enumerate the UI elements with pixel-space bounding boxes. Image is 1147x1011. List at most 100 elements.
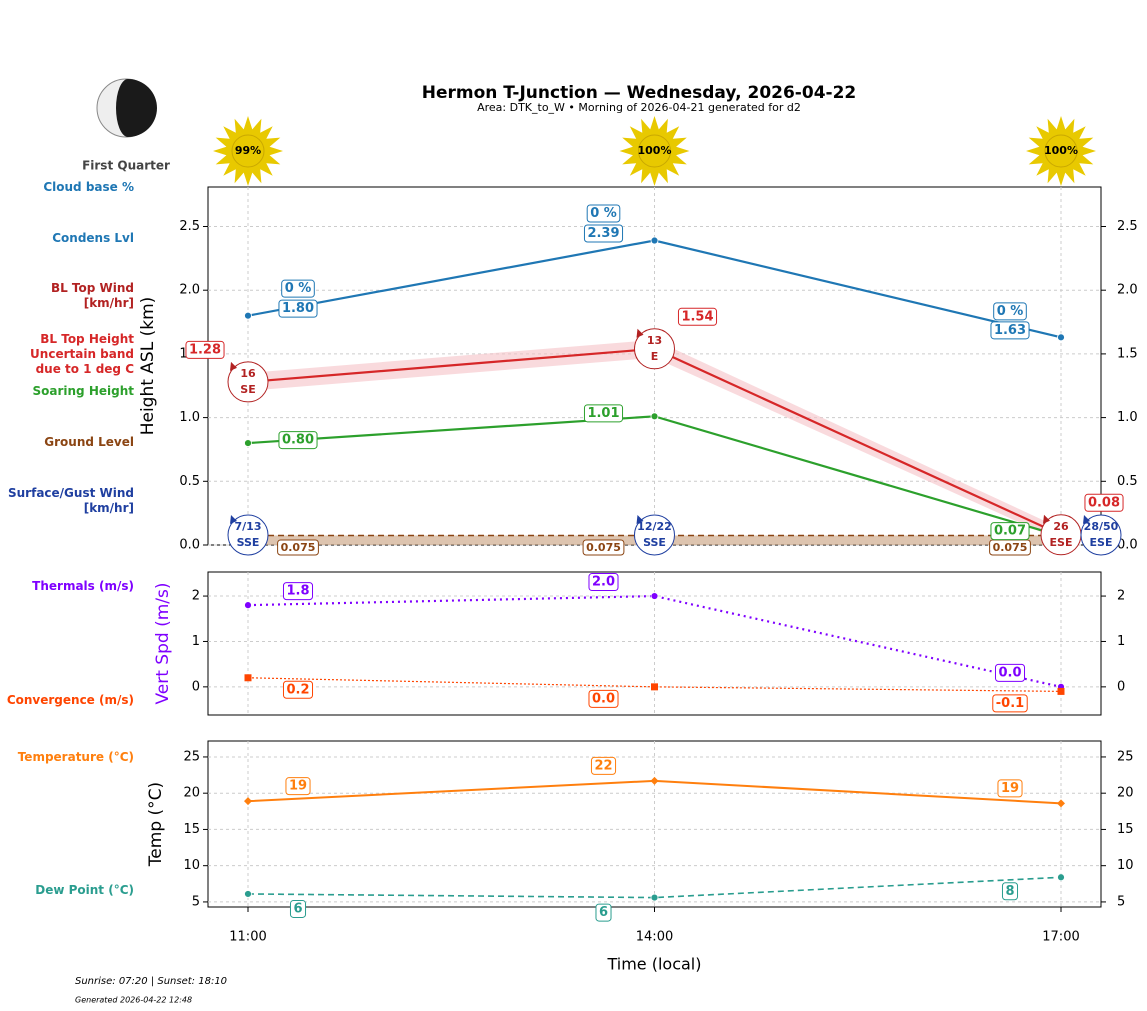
value-label-box [282, 680, 314, 699]
value-label: 6 [293, 901, 302, 916]
y-tick-label: 0.5 [179, 474, 200, 489]
value-label: 8 [1005, 884, 1014, 899]
cloud-base-label: 0 % [590, 206, 617, 221]
x-tick-label: 11:00 [229, 930, 266, 945]
cloud-base-label: 0 % [997, 304, 1024, 319]
value-label: 1.8 [286, 584, 309, 599]
value-label-box [990, 522, 1030, 541]
wind-speed: 28/50 [1084, 520, 1119, 533]
wind-direction: SE [240, 383, 255, 396]
y-tick-label: 25 [183, 749, 200, 764]
y2-tick-label: 1.5 [1117, 346, 1138, 361]
ground-label-box [277, 539, 319, 556]
point [244, 797, 252, 806]
cloud-base-label-box [586, 204, 621, 223]
y2-tick-label: 0.5 [1117, 474, 1138, 489]
y-tick-label: 2 [192, 589, 200, 604]
series-line [247, 876, 1062, 899]
wind-direction: SSE [643, 536, 666, 549]
moon-label: First Quarter [82, 159, 170, 173]
value-label: 6 [599, 905, 608, 920]
y2-tick-label: 20 [1117, 786, 1134, 801]
value-label: 19 [289, 779, 307, 794]
wind-speed: 26 [1053, 520, 1069, 533]
value-label: 1.80 [282, 301, 314, 316]
cloud-base-label: 0 % [285, 281, 312, 296]
y2-tick-label: 1.0 [1117, 410, 1138, 425]
value-label: 2.39 [587, 226, 619, 241]
ground-label-box [582, 539, 625, 556]
point [244, 674, 252, 682]
value-label: 1.63 [994, 323, 1026, 338]
wind-speed: 16 [240, 367, 256, 380]
value-label: 1.54 [681, 309, 713, 324]
x-tick-label: 14:00 [636, 930, 673, 945]
y2-tick-label: 0.0 [1117, 538, 1138, 553]
value-label-box [677, 307, 718, 326]
y2-tick-label: 5 [1117, 894, 1125, 909]
value-label-box [1084, 493, 1124, 512]
sun-times: Sunrise: 07:20 | Sunset: 18:10 [75, 976, 227, 987]
x-tick-label: 17:00 [1042, 930, 1079, 945]
x-axis-label: Time (local) [606, 955, 701, 974]
cloud-base-label-box [281, 279, 315, 298]
series-line [247, 594, 1062, 688]
point [650, 236, 659, 245]
point [1057, 687, 1065, 695]
wind-arrow [230, 361, 237, 371]
wind-circle [227, 514, 269, 556]
point [651, 683, 658, 691]
wind-arrow [636, 328, 644, 338]
y2-tick-label: 0 [1117, 679, 1125, 694]
value-label-box [1001, 882, 1019, 901]
value-label-box [997, 779, 1023, 798]
wind-circle [634, 328, 675, 370]
series-label: Ground Level [44, 435, 134, 449]
value-label-box [588, 689, 619, 708]
value-label: 22 [594, 758, 612, 773]
moon-shadow [116, 79, 157, 137]
wind-direction: E [651, 350, 659, 363]
value-label-box [590, 756, 617, 775]
value-label: 2.0 [592, 575, 615, 590]
wind-speed: 12/22 [637, 520, 672, 533]
value-label: 0.80 [282, 433, 314, 448]
y-tick-label: 0.0 [179, 538, 200, 553]
series-label: Condens Lvl [52, 231, 134, 245]
series-label: Temperature (°C) [17, 750, 134, 764]
point [650, 893, 659, 902]
y-tick-label: 2.0 [179, 283, 200, 298]
chart-subtitle: Area: DTK_to_W • Morning of 2026-04-21 g… [477, 101, 801, 114]
value-label-box [595, 903, 612, 922]
wind-circle [227, 361, 269, 403]
series-label: BL Top Wind [km/hr] [50, 281, 134, 310]
series-label: Surface/Gust Wind [km/hr] [8, 486, 134, 515]
wind-arrow [1043, 514, 1050, 524]
y-tick-label: 15 [183, 822, 200, 837]
y-axis-label: Height ASL (km) [138, 297, 158, 436]
wind-circle [634, 514, 675, 556]
value-label: 0.08 [1088, 495, 1120, 510]
value-label: 0.0 [998, 665, 1021, 680]
point [650, 776, 659, 785]
y2-tick-label: 10 [1117, 858, 1134, 873]
y-tick-label: 1 [192, 634, 200, 649]
y2-tick-label: 15 [1117, 822, 1134, 837]
sun-label: 100% [1044, 144, 1078, 157]
value-label-box [583, 224, 624, 243]
sun [1044, 134, 1078, 168]
series-label: BL Top Height Uncertain band due to 1 de… [30, 332, 134, 376]
y-axis-label: Vert Spd (m/s) [153, 582, 173, 704]
series-label: Cloud base % [43, 180, 134, 194]
value-label-box [583, 404, 624, 423]
value-label: 0.07 [994, 524, 1026, 539]
value-label-box [992, 694, 1028, 713]
value-label: 0.0 [592, 691, 615, 706]
sun [638, 134, 671, 168]
value-label-box [282, 582, 314, 601]
point [1057, 333, 1065, 342]
sun [231, 134, 265, 168]
y-tick-label: 2.5 [179, 219, 200, 234]
value-label: 0.2 [286, 682, 309, 697]
y2-tick-label: 25 [1117, 749, 1134, 764]
